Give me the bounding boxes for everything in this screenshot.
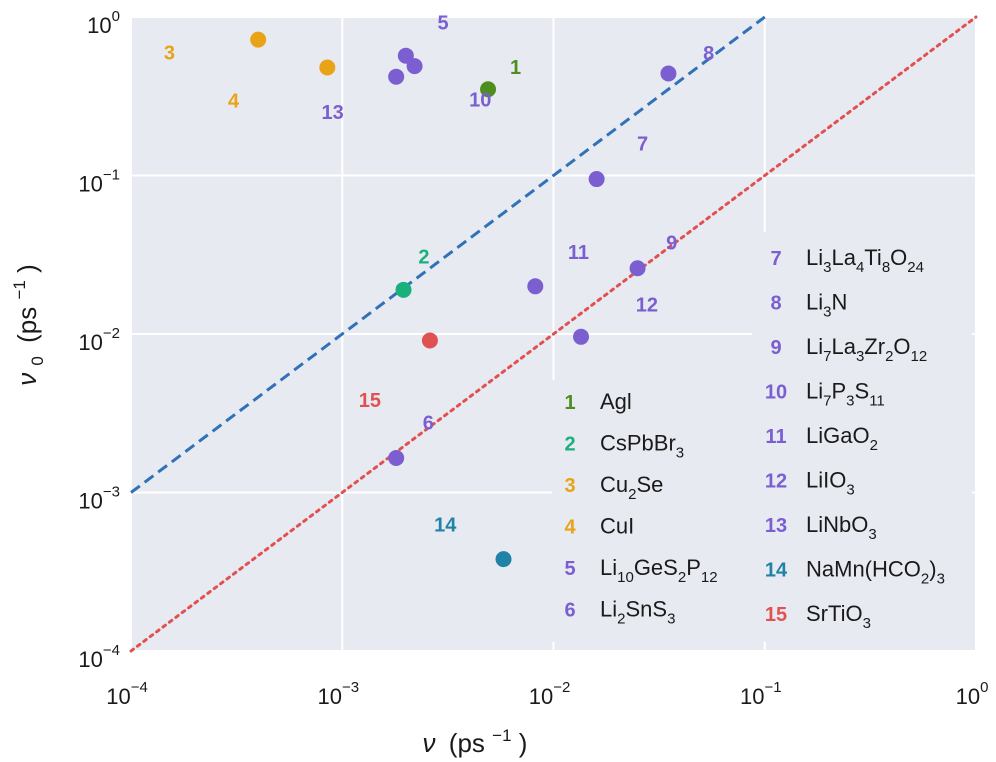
point-label-8: 8 (703, 43, 714, 65)
y-axis-close: ) (12, 264, 42, 273)
legend-left-name-4: CuI (600, 514, 634, 539)
legend-left-number-1: 1 (564, 392, 575, 414)
data-point-8 (660, 65, 677, 82)
x-tick-label-3: 10−1 (740, 679, 782, 709)
legend-right-number-11: 11 (765, 426, 786, 448)
data-point-9 (629, 260, 646, 277)
reference-lines (129, 15, 978, 653)
point-label-15: 15 (359, 390, 381, 412)
legend-left-name-2: CsPbBr3 (600, 431, 684, 462)
legend-right-name-12: LiIO3 (806, 468, 855, 499)
x-tick-label-2: 10−2 (529, 679, 571, 709)
legend-right-name-8: Li3N (806, 290, 847, 321)
data-point-10 (388, 68, 405, 85)
legend-right-number-10: 10 (765, 382, 787, 404)
data-point-6 (388, 450, 405, 467)
reference-line-dotted (129, 15, 978, 653)
point-label-6: 6 (423, 412, 434, 434)
data-point-12 (573, 328, 590, 345)
data-point-15 (421, 332, 438, 349)
data-point-4 (319, 59, 336, 76)
legend-right-name-14: NaMn(HCO2)3 (806, 557, 945, 588)
x-tick-labels: 10−4 10−3 10−2 10−1 100 (106, 679, 988, 709)
y-axis-unit-exponent: −1 (10, 280, 29, 299)
legend: 1 Agl 2 CsPbBr3 3 Cu2Se 4 CuI 5 Li10GeS2P12 6 Li2Sn… (564, 245, 944, 632)
data-point-7 (588, 171, 605, 188)
legend-right-number-7: 7 (770, 248, 781, 270)
legend-right-name-13: LiNbO3 (806, 512, 877, 543)
legend-right-number-9: 9 (770, 337, 781, 359)
legend-left-background (552, 380, 752, 642)
data-point-2 (395, 281, 412, 298)
point-label-10: 10 (469, 89, 491, 111)
x-axis-symbol: ν (423, 728, 436, 758)
legend-right-name-11: LiGaO2 (806, 423, 878, 454)
legend-right-number-8: 8 (770, 293, 781, 315)
y-tick-label-2: 10−2 (78, 325, 120, 355)
legend-left-number-6: 6 (564, 600, 575, 622)
point-label-14: 14 (434, 515, 457, 537)
point-label-12: 12 (636, 294, 658, 316)
legend-right-name-10: Li7P3S11 (806, 379, 885, 410)
legend-left-name-5: Li10GeS2P12 (600, 555, 718, 586)
legend-right-number-15: 15 (765, 604, 787, 626)
data-markers (250, 31, 677, 568)
data-point-14 (495, 551, 512, 568)
legend-left-name-3: Cu2Se (600, 472, 663, 503)
point-label-3: 3 (164, 42, 175, 64)
point-label-7: 7 (637, 133, 648, 155)
y-tick-label-3: 10−1 (78, 167, 120, 197)
legend-left-number-5: 5 (564, 558, 575, 580)
point-label-13: 13 (321, 102, 343, 124)
x-axis-unit: (ps (449, 728, 485, 758)
legend-right-name-7: Li3La4Ti8O24 (806, 245, 924, 276)
y-axis-subscript: 0 (28, 356, 47, 365)
point-label-5a: 5 (437, 12, 448, 34)
legend-background (552, 232, 972, 642)
legend-right-number-14: 14 (765, 560, 788, 582)
data-point-11 (527, 278, 544, 295)
legend-right-background (752, 232, 972, 642)
y-axis-label: ν 0 (ps −1 ) (1, 264, 49, 386)
data-point-1 (480, 81, 497, 98)
point-label-2: 2 (418, 247, 429, 269)
legend-left-number-4: 4 (564, 517, 576, 539)
legend-left-number-2: 2 (564, 434, 575, 456)
reference-line-dashed (130, 15, 766, 494)
point-label-9: 9 (666, 233, 677, 255)
x-tick-label-1: 10−3 (317, 679, 359, 709)
point-label-4: 4 (228, 90, 240, 112)
x-tick-label-0: 10−4 (106, 679, 148, 709)
y-tick-label-0: 10−4 (78, 642, 120, 672)
y-axis-symbol: ν (12, 373, 42, 386)
x-axis-close: ) (519, 728, 528, 758)
x-axis-label: ν (ps −1 ) (423, 717, 528, 758)
legend-right-name-15: SrTiO3 (806, 601, 871, 632)
data-point-3 (250, 31, 267, 48)
x-axis-unit-exponent: −1 (492, 726, 511, 745)
legend-right-number-13: 13 (765, 515, 787, 537)
legend-left-name-1: Agl (600, 389, 632, 414)
y-tick-label-1: 10−3 (78, 484, 120, 514)
y-axis-unit: (ps (12, 307, 42, 343)
point-label-1: 1 (510, 57, 521, 79)
y-tick-label-4: 100 (87, 8, 120, 38)
legend-right-number-12: 12 (765, 471, 787, 493)
legend-right-name-9: Li7La3Zr2O12 (806, 334, 927, 365)
legend-left-number-3: 3 (564, 475, 575, 497)
data-point-5b (406, 58, 423, 75)
y-tick-labels: 10−4 10−3 10−2 10−1 100 (78, 8, 120, 672)
point-label-11: 11 (568, 242, 589, 264)
legend-left-name-6: Li2SnS3 (600, 597, 675, 628)
x-tick-label-4: 100 (956, 679, 989, 709)
